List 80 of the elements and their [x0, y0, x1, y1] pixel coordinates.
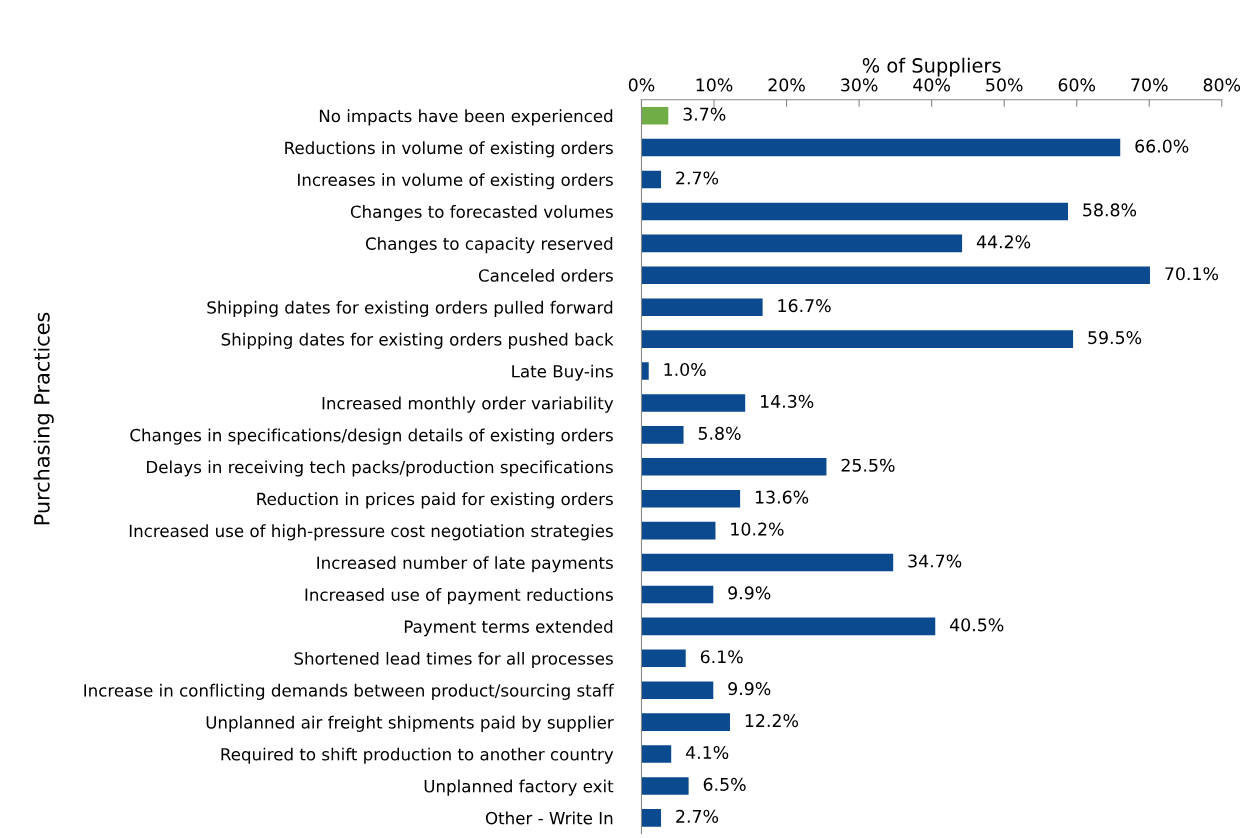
data-label: 9.9%: [728, 682, 771, 696]
data-label: 3.7%: [683, 107, 726, 121]
bar: [641, 426, 684, 444]
y-tick-label: Unplanned factory exit: [424, 779, 614, 796]
data-label: 59.5%: [1088, 331, 1142, 345]
data-label: 34.7%: [908, 554, 962, 568]
y-tick-label: Increase in conflicting demands between product/sourcing staff: [84, 683, 615, 700]
x-tick-label: 50%: [986, 78, 1023, 92]
bar: [641, 457, 827, 476]
y-tick-label: Increased use of high-pressure cost negotiation strategies: [129, 524, 613, 541]
data-label: 1.0%: [664, 362, 706, 377]
bar: [641, 394, 746, 412]
bar: [641, 170, 662, 189]
data-label: 2.7%: [676, 171, 719, 185]
bar: [641, 489, 741, 508]
x-tick-label: 70%: [1131, 78, 1168, 92]
data-label: 13.6%: [755, 490, 809, 504]
bar: [641, 553, 894, 572]
data-label: 66.0%: [1135, 139, 1189, 153]
y-tick-label: Increases in volume of existing orders: [298, 173, 613, 190]
data-label: 2.7%: [676, 809, 719, 823]
bar: [641, 649, 686, 668]
bar: [641, 617, 936, 636]
bar: [641, 681, 714, 699]
data-label: 44.2%: [976, 235, 1031, 249]
y-tick-label: Increased use of payment reductions: [305, 588, 613, 605]
y-tick-label: Reduction in prices paid for existing orders: [257, 492, 613, 509]
data-label: 5.8%: [698, 426, 741, 440]
y-tick-label: Increased number of late payments: [317, 556, 613, 573]
y-tick-label: Canceled orders: [478, 268, 613, 282]
y-tick-label: Late Buy-ins: [512, 364, 613, 381]
y-tick-label: Shipping dates for existing orders pulled forward: [207, 300, 613, 317]
y-tick-label: Changes in specifications/design details of existing orders: [130, 428, 613, 445]
y-tick-label: Shortened lead times for all processes: [294, 651, 613, 669]
y-tick-label: No impacts have been experienced: [319, 109, 613, 126]
y-tick-label: Reductions in volume of existing orders: [285, 141, 613, 158]
data-label: 4.1%: [685, 745, 729, 760]
data-label: 70.1%: [1165, 267, 1219, 281]
y-tick-label: Payment terms extended: [404, 620, 613, 637]
y-tick-label: Changes to forecasted volumes: [350, 205, 613, 222]
y-tick-label: Other - Write In: [485, 811, 613, 825]
x-tick-label: 30%: [841, 78, 878, 92]
x-tick-label: 60%: [1058, 78, 1096, 92]
bar: [641, 298, 763, 316]
data-label: 10.2%: [731, 522, 784, 536]
x-tick-label: 0%: [628, 78, 655, 92]
data-label: 58.8%: [1083, 203, 1137, 217]
y-tick-label: Changes to capacity reserved: [365, 237, 613, 254]
x-tick-label: 20%: [768, 78, 805, 92]
y-tick-label: Required to shift production to another country: [221, 747, 614, 764]
y-tick-label: Shipping dates for existing orders pushed back: [221, 332, 614, 349]
y-tick-label: Unplanned air freight shipments paid by supplier: [206, 715, 614, 732]
data-label: 6.5%: [703, 777, 746, 791]
x-tick-label: 10%: [696, 78, 733, 92]
bar: [641, 138, 1121, 157]
bar: [641, 809, 662, 827]
data-label: 40.5%: [950, 618, 1004, 632]
bar: [641, 713, 730, 731]
x-tick-label: 40%: [913, 78, 950, 92]
bar: [641, 521, 716, 540]
x-tick-label: 80%: [1203, 78, 1241, 92]
y-axis-title: Purchasing Practices: [33, 312, 54, 525]
bar: [641, 330, 1074, 348]
bar: [641, 202, 1069, 221]
bar: [641, 585, 714, 604]
bar: [641, 266, 1150, 285]
x-axis-title: % of Suppliers: [862, 57, 1001, 77]
data-label: 9.9%: [728, 586, 771, 600]
bar: [641, 106, 669, 125]
data-label: 12.2%: [745, 714, 799, 728]
data-label: 6.1%: [700, 650, 743, 664]
bar: [641, 362, 649, 380]
bar: [641, 745, 672, 763]
bar: [641, 234, 963, 253]
data-label: 25.5%: [841, 458, 895, 472]
data-label: 14.3%: [761, 394, 814, 408]
bar: [641, 777, 689, 795]
y-tick-label: Delays in receiving tech packs/production specifications: [147, 460, 613, 477]
data-label: 16.7%: [778, 299, 831, 313]
y-tick-label: Increased monthly order variability: [322, 396, 614, 413]
